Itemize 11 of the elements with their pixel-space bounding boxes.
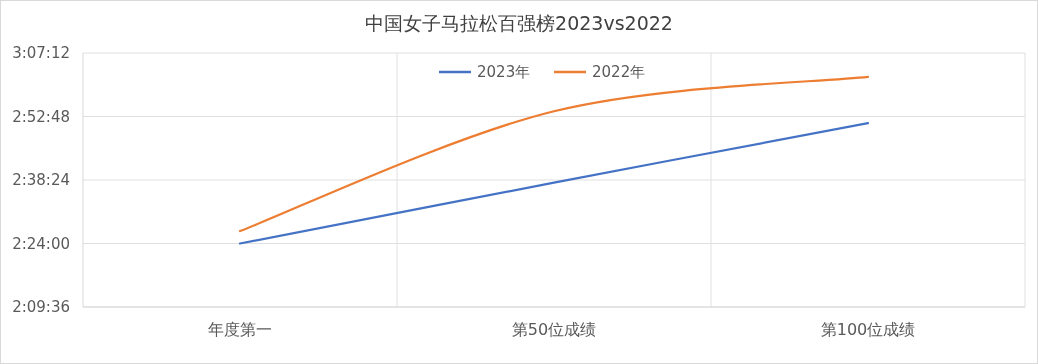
chart-title: 中国女子马拉松百强榜2023vs2022 xyxy=(365,12,673,34)
legend-label: 2022年 xyxy=(592,63,646,81)
x-tick-label: 第50位成绩 xyxy=(511,320,597,339)
y-tick-label: 3:07:12 xyxy=(12,44,70,62)
x-tick-label: 第100位成绩 xyxy=(820,320,916,339)
y-tick-label: 2:24:00 xyxy=(12,234,70,253)
x-tick-label: 年度第一 xyxy=(208,320,272,339)
y-tick-label: 2:38:24 xyxy=(12,171,70,189)
y-tick-label: 2:52:48 xyxy=(12,107,70,126)
legend-label: 2023年 xyxy=(477,63,531,81)
y-tick-label: 2:09:36 xyxy=(12,298,70,316)
